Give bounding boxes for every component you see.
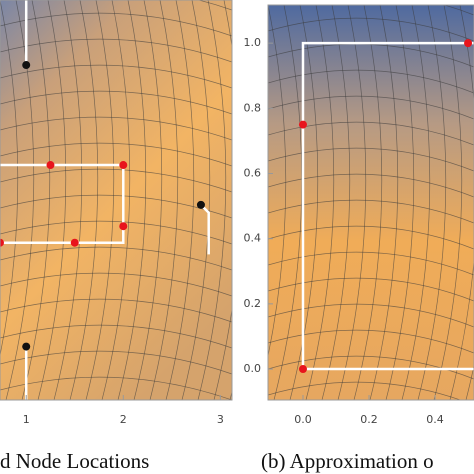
node — [22, 61, 31, 70]
mesh-line — [369, 5, 399, 400]
mesh-line — [0, 168, 232, 193]
node — [464, 39, 473, 48]
y-tick-label: 0.0 — [244, 362, 262, 375]
mesh-line — [353, 5, 383, 400]
mesh-line — [268, 277, 474, 302]
mesh-line — [21, 0, 51, 400]
node — [196, 200, 205, 209]
mesh-line — [268, 251, 474, 276]
y-tick-label: 0.8 — [244, 101, 262, 114]
mesh-line — [268, 95, 474, 120]
mesh-line — [268, 225, 474, 250]
mesh-line — [53, 0, 83, 400]
mesh-line — [181, 0, 211, 400]
mesh-line — [133, 0, 163, 400]
caption: d Node Locations — [0, 449, 149, 473]
mesh-line — [0, 90, 232, 115]
node — [119, 222, 128, 231]
mesh-line — [268, 381, 462, 400]
caption: (b) Approximation o — [261, 449, 434, 473]
y-tick-label: 0.6 — [244, 166, 262, 179]
mesh-line — [0, 298, 232, 323]
mesh-line — [433, 5, 463, 400]
mesh-line — [0, 220, 232, 245]
mesh-line — [0, 324, 232, 349]
x-tick-label: 0.0 — [294, 413, 312, 426]
boundary — [301, 41, 474, 371]
mesh-line — [85, 0, 115, 400]
mesh-line — [268, 173, 474, 198]
y-tick-label: 0.4 — [244, 232, 262, 245]
mesh-line — [449, 5, 474, 400]
field — [268, 5, 474, 400]
mesh-line — [268, 147, 474, 172]
mesh-line — [69, 0, 99, 400]
mesh-line — [268, 5, 474, 16]
plot — [268, 5, 474, 400]
mesh-line — [0, 0, 19, 358]
node — [0, 238, 4, 247]
mesh-line — [305, 5, 335, 400]
mesh-line — [268, 355, 474, 380]
node — [298, 365, 307, 374]
boundary — [0, 163, 125, 244]
mesh-line — [213, 0, 232, 400]
mesh-line — [149, 0, 179, 400]
x-tick-label: 2 — [120, 413, 127, 426]
mesh-line — [0, 116, 232, 141]
node — [46, 161, 55, 170]
mesh-line — [0, 194, 232, 219]
node — [70, 238, 79, 247]
mesh-line — [0, 64, 232, 89]
frame — [267, 4, 474, 401]
x-tick-label: 3 — [217, 413, 224, 426]
mesh-line — [337, 5, 367, 400]
mesh-line — [268, 329, 474, 354]
mesh-line — [229, 390, 232, 400]
mesh-line — [0, 376, 232, 400]
mesh-line — [0, 12, 232, 37]
mesh-line — [268, 5, 287, 358]
mesh-line — [385, 5, 415, 400]
mesh-line — [0, 350, 232, 375]
plot — [0, 0, 232, 400]
x-tick-label: 1 — [23, 413, 30, 426]
frame — [0, 0, 233, 401]
mesh-line — [268, 303, 474, 328]
mesh-line — [0, 246, 232, 271]
y-tick-label: 1.0 — [244, 36, 262, 49]
mesh-line — [197, 0, 227, 400]
y-tick-label: 0.2 — [244, 297, 262, 310]
mesh-line — [268, 69, 474, 94]
mesh-line — [273, 5, 303, 400]
mesh-line — [117, 0, 147, 400]
mesh-line — [268, 121, 474, 146]
x-tick-label: 0.4 — [426, 413, 444, 426]
mesh-line — [0, 38, 232, 63]
node — [22, 342, 31, 351]
x-tick-label: 0.2 — [360, 413, 378, 426]
node — [119, 161, 128, 170]
mesh-line — [268, 199, 474, 224]
mesh-line — [101, 0, 131, 400]
mesh-line — [165, 0, 195, 400]
mesh-line — [401, 5, 431, 400]
mesh-line — [0, 0, 232, 11]
mesh-line — [37, 0, 67, 400]
mesh-line — [321, 5, 351, 400]
mesh-line — [0, 142, 232, 167]
mesh-line — [417, 5, 447, 400]
node — [298, 120, 307, 129]
